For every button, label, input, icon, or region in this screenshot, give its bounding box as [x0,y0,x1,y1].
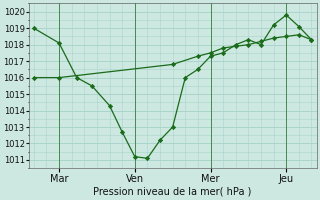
X-axis label: Pression niveau de la mer( hPa ): Pression niveau de la mer( hPa ) [93,187,252,197]
